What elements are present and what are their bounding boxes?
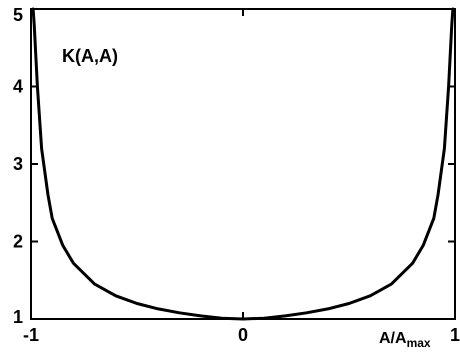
y-tick-label: 4: [13, 77, 23, 97]
y-tick-label: 2: [13, 232, 23, 252]
x-axis-label-subscript: max: [407, 336, 431, 350]
y-tick-label: 5: [13, 5, 23, 25]
y-tick-label: 3: [13, 154, 23, 174]
x-axis-label: A/Amax: [379, 330, 431, 350]
series-line: [31, 7, 455, 321]
chart-annotation: K(A,A): [62, 46, 118, 66]
y-tick-label: 1: [13, 307, 23, 327]
x-tick-label: -1: [23, 325, 39, 345]
x-axis-label-main: A/A: [379, 330, 407, 347]
x-axis-ticks: -1 0 1: [23, 9, 460, 345]
x-tick-label: 1: [450, 325, 460, 345]
x-tick-label: 0: [238, 325, 248, 345]
